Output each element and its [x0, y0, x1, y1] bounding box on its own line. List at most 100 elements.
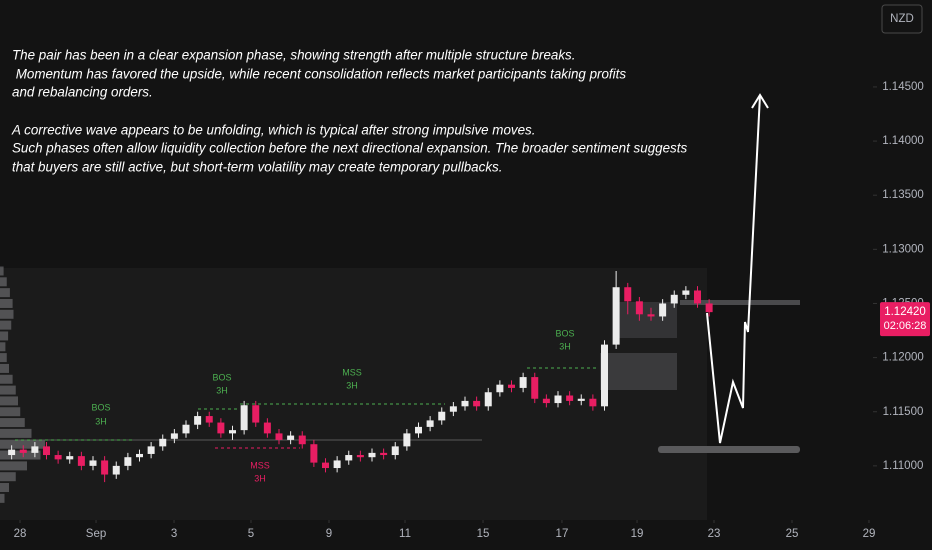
- annotation-line: A corrective wave appears to be unfoldin…: [11, 123, 535, 138]
- axes: 1.145001.140001.135001.130001.125001.120…: [14, 81, 930, 540]
- candle-body: [403, 433, 411, 447]
- candle-body: [19, 449, 27, 453]
- projection-arrowhead: [751, 93, 769, 109]
- structure-label: 3H: [216, 385, 228, 395]
- candle-body: [217, 422, 225, 434]
- x-tick-label: 5: [248, 528, 254, 540]
- structure-label: MSS: [250, 460, 270, 470]
- candle-body: [275, 433, 283, 440]
- candle-body: [287, 435, 295, 440]
- candle-body: [391, 446, 399, 456]
- structure-label: 3H: [559, 341, 571, 351]
- currency-box[interactable]: [881, 4, 923, 34]
- profile-bar: [0, 277, 7, 287]
- profile-bar: [0, 461, 27, 471]
- profile-bar: [0, 472, 16, 482]
- candle-body: [298, 435, 306, 445]
- candle-body: [54, 455, 62, 460]
- candle-body: [263, 422, 271, 434]
- x-tick-label: 28: [14, 528, 27, 540]
- profile-bar: [0, 428, 32, 438]
- y-tick-label: 1.13000: [882, 243, 924, 255]
- candle-body: [322, 462, 329, 469]
- zone-box: [600, 353, 677, 390]
- volume-profile: [0, 266, 45, 503]
- candle-body: [659, 303, 667, 317]
- last-price-label: 1.12420: [884, 306, 926, 318]
- x-tick-label: Sep: [86, 528, 106, 540]
- candle-body: [612, 287, 620, 345]
- y-tick-label: 1.11000: [883, 460, 924, 472]
- candle-body: [333, 460, 341, 469]
- candle-body: [368, 452, 376, 458]
- y-tick-label: 1.14500: [882, 81, 924, 93]
- candle-body: [484, 392, 492, 407]
- y-tick-label: 1.12000: [882, 352, 924, 364]
- profile-bar: [0, 418, 25, 428]
- profile-bar: [0, 439, 45, 449]
- candle-body: [240, 405, 248, 431]
- profile-bar: [0, 407, 21, 417]
- profile-bar: [0, 396, 18, 406]
- candle-body: [43, 446, 50, 456]
- annotation-line: that buyers are still active, but short-…: [12, 160, 502, 175]
- profile-bar: [0, 353, 7, 363]
- x-tick-label: 25: [786, 528, 799, 540]
- profile-bar: [0, 342, 6, 352]
- candle-body: [531, 377, 539, 399]
- candle-body: [147, 446, 155, 454]
- structure-label: BOS: [555, 328, 574, 338]
- candle-body: [229, 430, 236, 434]
- candle-body: [101, 460, 109, 475]
- structure-label: BOS: [212, 372, 231, 382]
- x-tick-label: 15: [477, 528, 490, 540]
- candle-body: [647, 314, 655, 317]
- candle-body: [8, 449, 16, 456]
- candle-body: [356, 455, 364, 458]
- level-bar: [680, 300, 800, 305]
- structure-label: 3H: [95, 416, 107, 426]
- candle-body: [194, 416, 202, 425]
- profile-bar: [0, 309, 14, 319]
- annotation-line: Momentum has favored the upside, while r…: [12, 67, 626, 82]
- candle-body: [415, 426, 422, 434]
- candle-body: [182, 424, 190, 434]
- structure-label: BOS: [91, 402, 110, 412]
- candle-body: [449, 406, 457, 412]
- profile-bar: [0, 331, 9, 341]
- candle-body: [554, 395, 562, 404]
- candle-body: [136, 453, 143, 458]
- candle-body: [438, 411, 446, 421]
- candle-body: [542, 398, 550, 404]
- candle-body: [124, 457, 132, 466]
- candle-body: [426, 420, 434, 427]
- candle-body: [31, 446, 39, 453]
- candle-body: [601, 344, 608, 407]
- profile-bar: [0, 450, 41, 460]
- candle-body: [77, 456, 85, 466]
- candle-body: [112, 465, 120, 475]
- y-tick-label: 1.13500: [882, 189, 924, 201]
- profile-bar: [0, 493, 5, 503]
- x-tick-label: 23: [708, 528, 721, 540]
- candle-body: [310, 444, 318, 463]
- candle-body: [566, 395, 574, 401]
- projection-path: [706, 94, 761, 444]
- x-tick-label: 11: [399, 528, 411, 540]
- x-tick-label: 29: [863, 528, 876, 540]
- candle-body: [508, 384, 515, 388]
- candle-body: [66, 456, 74, 460]
- candle-body: [252, 405, 260, 423]
- annotation-line: The pair has been in a clear expansion p…: [12, 48, 575, 63]
- candle-body: [589, 398, 597, 407]
- candle-body: [473, 400, 481, 407]
- candle-body: [345, 455, 353, 461]
- level-bar: [658, 446, 800, 453]
- x-tick-label: 3: [171, 528, 177, 540]
- profile-bar: [0, 320, 12, 330]
- candle-body: [89, 460, 97, 466]
- annotation-line: Such phases often allow liquidity collec…: [12, 141, 687, 156]
- profile-bar: [0, 385, 16, 395]
